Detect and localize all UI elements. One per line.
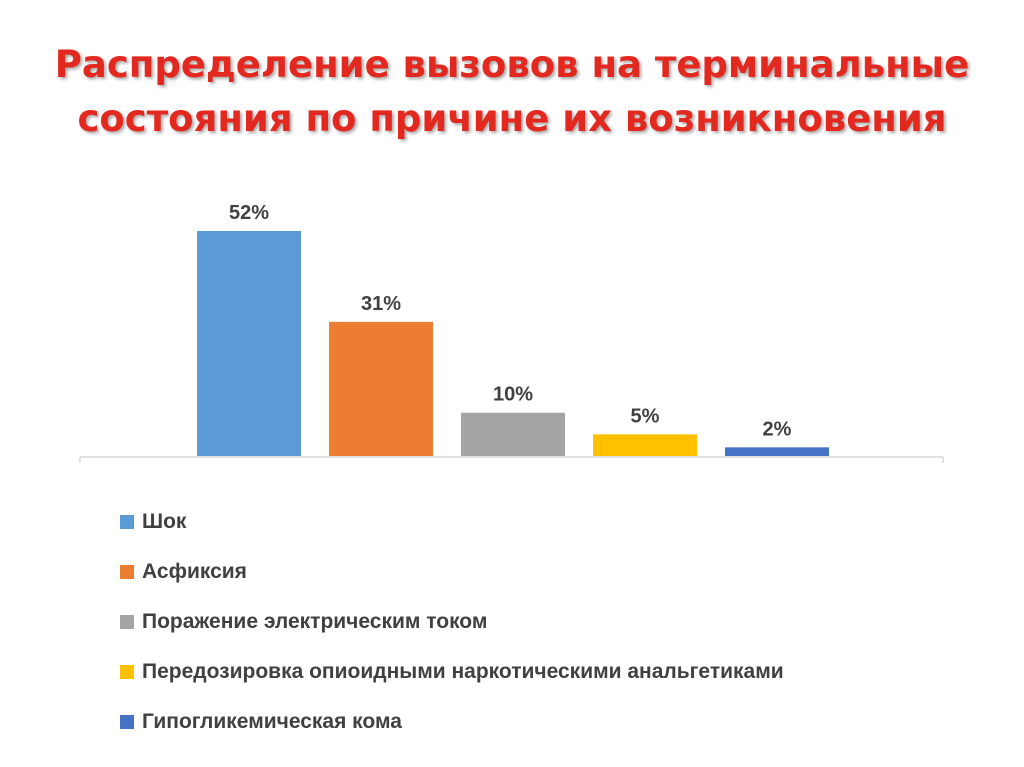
bar-2 [329,321,433,456]
legend-swatch-1 [120,515,134,529]
legend-label-2: Асфиксия [142,560,247,583]
data-label-5: 2% [763,418,792,440]
bar-4 [593,434,697,456]
chart-title-line-1: Распределение вызовов на терминальные [54,43,970,86]
bar-1 [197,231,301,456]
x-axis-line [79,456,944,463]
legend-label-5: Гипогликемическая кома [142,710,402,733]
legend-item-5: Гипогликемическая кома [120,697,784,747]
legend-swatch-2 [120,565,134,579]
legend-swatch-5 [120,715,134,729]
chart-title-line-2: состояния по причине их возникновения [77,97,947,140]
legend-label-1: Шок [142,510,187,533]
data-label-1: 52% [229,202,269,224]
bar-3 [461,412,565,456]
legend-item-1: Шок [120,497,784,547]
legend-item-2: Асфиксия [120,547,784,597]
legend-label-4: Передозировка опиоидными наркотическими … [142,660,784,683]
legend-item-3: Поражение электрическим током [120,597,784,647]
data-label-2: 31% [361,293,401,315]
data-label-3: 10% [493,384,533,406]
data-label-4: 5% [631,405,660,427]
chart-legend: Шок Асфиксия Поражение электрическим током… [120,497,784,747]
legend-swatch-3 [120,615,134,629]
bar-5 [725,447,829,456]
legend-label-3: Поражение электрическим током [142,610,488,633]
legend-item-4: Передозировка опиоидными наркотическими … [120,647,784,697]
legend-swatch-4 [120,665,134,679]
chart-title: Распределение вызовов на терминальные со… [0,38,1024,146]
